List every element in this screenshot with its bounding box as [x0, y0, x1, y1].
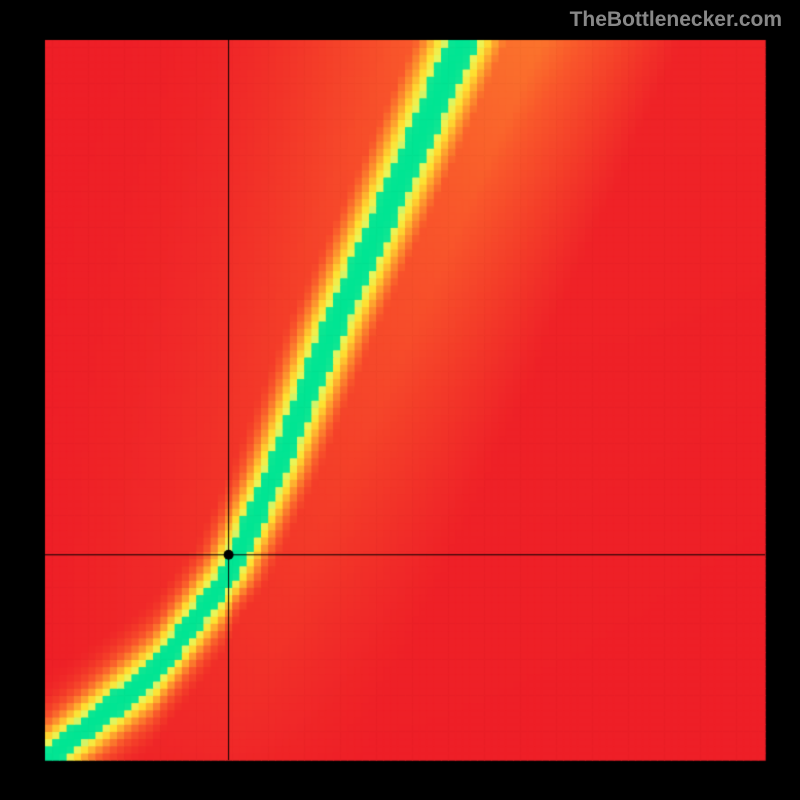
bottleneck-heatmap: [0, 0, 800, 800]
chart-container: TheBottlenecker.com: [0, 0, 800, 800]
watermark-text: TheBottlenecker.com: [570, 8, 782, 32]
